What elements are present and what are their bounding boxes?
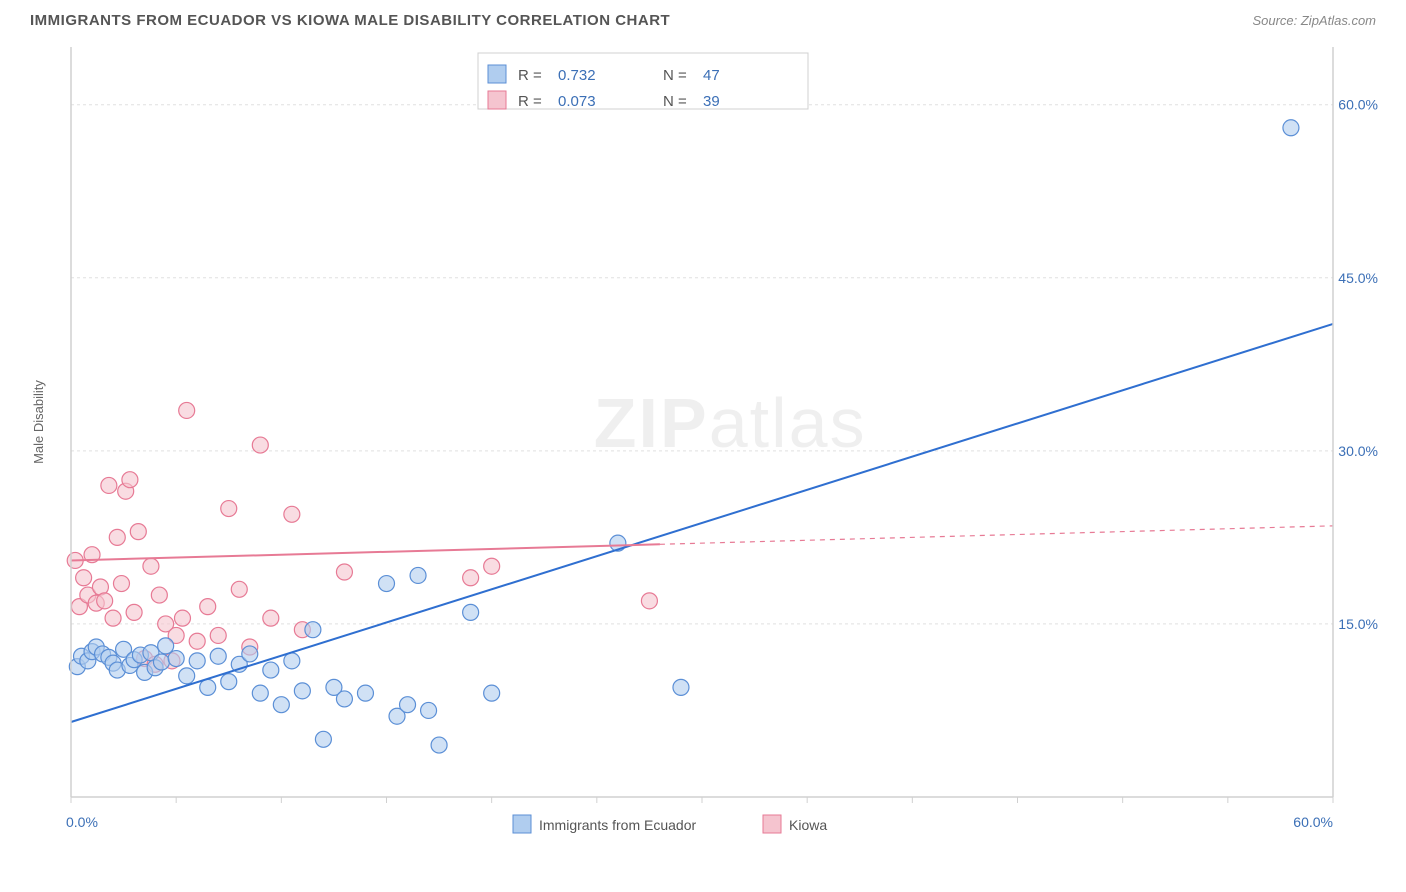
source-label: Source: ZipAtlas.com — [1252, 13, 1376, 28]
data-point — [1283, 120, 1299, 136]
data-point — [105, 610, 121, 626]
data-point — [130, 524, 146, 540]
data-point — [168, 651, 184, 667]
data-point — [305, 622, 321, 638]
data-point — [315, 731, 331, 747]
legend-n-value: 39 — [703, 93, 720, 110]
data-point — [113, 576, 129, 592]
data-point — [641, 593, 657, 609]
data-point — [189, 633, 205, 649]
legend-r-label: R = — [518, 93, 542, 110]
regression-line — [71, 544, 660, 560]
data-point — [463, 604, 479, 620]
data-point — [143, 558, 159, 574]
legend-n-value: 47 — [703, 67, 720, 84]
data-point — [273, 697, 289, 713]
legend-r-label: R = — [518, 67, 542, 84]
data-point — [153, 654, 169, 670]
y-tick-label: 30.0% — [1338, 443, 1378, 459]
scatter-chart: ZIPatlas 0.0% 60.0% 15.0% 30.0% 45.0% 60.0% Mal… — [23, 37, 1383, 857]
data-point — [151, 587, 167, 603]
legend-swatch — [488, 65, 506, 83]
chart-container: ZIPatlas 0.0% 60.0% 15.0% 30.0% 45.0% 60.0% Mal… — [23, 37, 1383, 857]
data-point — [252, 685, 268, 701]
data-point — [200, 679, 216, 695]
data-point — [252, 437, 268, 453]
y-axis-label: Male Disability — [31, 380, 46, 464]
legend-swatch — [488, 91, 506, 109]
data-point — [431, 737, 447, 753]
data-point — [231, 581, 247, 597]
legend-swatch — [513, 815, 531, 833]
data-point — [673, 679, 689, 695]
y-tick-label: 60.0% — [1338, 97, 1378, 113]
data-point — [463, 570, 479, 586]
data-point — [400, 697, 416, 713]
data-point — [421, 702, 437, 718]
data-point — [294, 683, 310, 699]
data-point — [189, 653, 205, 669]
data-point — [263, 610, 279, 626]
data-point — [484, 558, 500, 574]
legend-swatch — [763, 815, 781, 833]
legend-n-label: N = — [663, 93, 687, 110]
data-point — [336, 564, 352, 580]
data-point — [200, 599, 216, 615]
data-point — [221, 674, 237, 690]
watermark: ZIPatlas — [594, 384, 867, 462]
data-point — [263, 662, 279, 678]
data-point — [179, 402, 195, 418]
legend-series-label: Kiowa — [789, 817, 827, 833]
legend-n-label: N = — [663, 67, 687, 84]
data-point — [97, 593, 113, 609]
legend-r-value: 0.732 — [558, 67, 596, 84]
regression-line-extrapolated — [660, 526, 1333, 544]
legend-r-value: 0.073 — [558, 93, 596, 110]
data-point — [379, 576, 395, 592]
data-point — [410, 567, 426, 583]
data-point — [484, 685, 500, 701]
data-point — [221, 501, 237, 517]
data-point — [210, 627, 226, 643]
y-tick-label: 45.0% — [1338, 270, 1378, 286]
data-point — [126, 604, 142, 620]
data-point — [179, 668, 195, 684]
data-point — [210, 648, 226, 664]
data-point — [357, 685, 373, 701]
data-point — [284, 653, 300, 669]
data-point — [336, 691, 352, 707]
data-point — [76, 570, 92, 586]
x-tick-label: 60.0% — [1293, 814, 1333, 830]
y-tick-label: 15.0% — [1338, 616, 1378, 632]
data-point — [242, 646, 258, 662]
data-point — [284, 506, 300, 522]
chart-title: IMMIGRANTS FROM ECUADOR VS KIOWA MALE DI… — [30, 12, 670, 29]
legend-series-label: Immigrants from Ecuador — [539, 817, 696, 833]
data-point — [101, 477, 117, 493]
data-point — [174, 610, 190, 626]
data-point — [158, 638, 174, 654]
x-tick-label: 0.0% — [66, 814, 98, 830]
data-point — [109, 529, 125, 545]
data-point — [122, 472, 138, 488]
